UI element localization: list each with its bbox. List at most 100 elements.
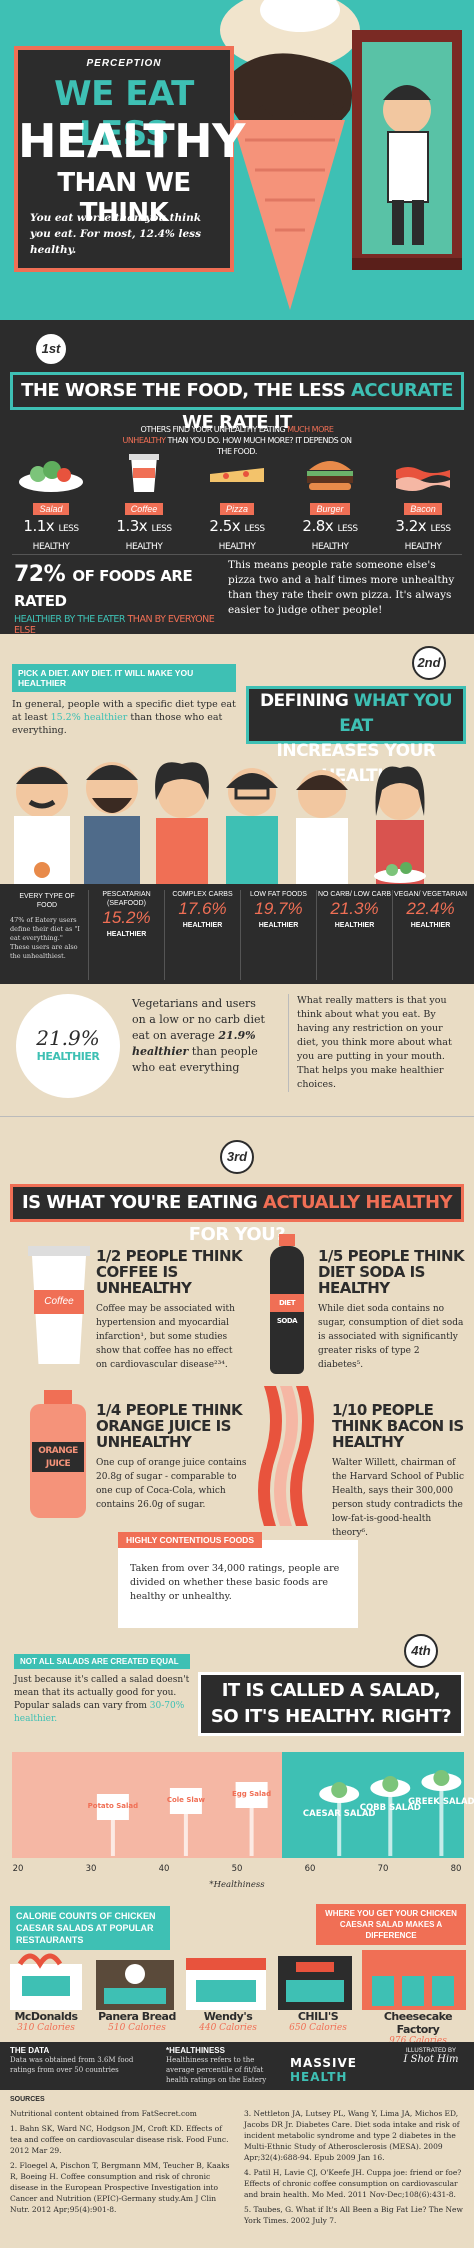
ratio-label: LESS HEALTHY <box>404 524 451 552</box>
food-tag-pizza: Pizza <box>219 503 254 515</box>
salad-text-b: 30-70% healthier. <box>14 1701 185 1724</box>
salad-bar-stem <box>337 1798 342 1856</box>
frac: 1/2 <box>96 1247 121 1265</box>
data-text: Data was obtained from 3.6M food ratings… <box>10 2056 134 2074</box>
food-ratio-burger: 2.8x LESS HEALTHY <box>287 517 373 553</box>
section-3-badge: 3rd <box>220 1140 254 1174</box>
person-icon <box>14 766 70 884</box>
circle-text-c: than people who eat everything <box>132 1045 258 1074</box>
wendys-building-icon <box>186 1958 266 2010</box>
diet-soda-graphic: DIET SODA <box>264 1234 310 1374</box>
section-1-heading-b: ACCURATE <box>350 380 453 401</box>
brand-a: MASSIVE <box>290 2056 357 2070</box>
title: PEOPLE THINK DIET SODA IS HEALTHY <box>318 1247 465 1297</box>
diet-kicker-title: PICK A DIET. ANY DIET. IT WILL MAKE YOU … <box>12 664 236 692</box>
healthier-circle: 21.9% HEALTHIER <box>16 994 120 1098</box>
item-soda-title: 1/5 PEOPLE THINK DIET SODA IS HEALTHY <box>318 1248 466 1296</box>
diet-cell-vegan: VEGAN/ VEGETARIAN 22.4% HEALTHIER <box>392 890 468 980</box>
restaurant-right-note: WHERE YOU GET YOUR CHICKEN CAESAR SALAD … <box>316 1904 466 1945</box>
food-ratio-bacon: 3.2x LESS HEALTHY <box>380 517 466 553</box>
rest-name: Wendy's <box>203 2010 253 2023</box>
health-text: Healthiness refers to the average percen… <box>166 2056 267 2084</box>
hero-title-line2: HEALTHY <box>18 114 245 168</box>
food-tag-bacon: Bacon <box>404 503 442 515</box>
food-burger: Burger 2.8x LESS HEALTHY <box>287 452 373 552</box>
food-pizza: Pizza 2.5x LESS HEALTHY <box>194 452 280 552</box>
salad-kicker: NOT ALL SALADS ARE CREATED EQUAL Just be… <box>14 1654 190 1726</box>
ratio-label: LESS HEALTHY <box>218 524 265 552</box>
section-1-badge: 1st <box>34 332 68 366</box>
chart-bg-healthy <box>282 1752 464 1858</box>
salad-kicker-text: Just because it's called a salad doesn't… <box>14 1674 190 1726</box>
s4-heading-line1: IT IS CALLED A SALAD, <box>221 1680 441 1701</box>
stat-big: 72% <box>14 562 66 587</box>
restaurant-buildings <box>10 1950 466 2010</box>
food-ratio-pizza: 2.5x LESS HEALTHY <box>194 517 280 553</box>
s4-heading-line2: SO IT'S HEALTHY. RIGHT? <box>210 1706 452 1727</box>
salad-chart: Potato Salad Cole Slaw Egg Salad CAESAR SAL… <box>0 1752 474 1902</box>
section-1-heading-a: THE WORSE THE FOOD, THE LESS <box>21 380 346 401</box>
item-bacon: 1/10 PEOPLE THINK BACON IS HEALTHY Walte… <box>332 1402 468 1540</box>
health-title: *HEALTHINESS <box>166 2046 225 2055</box>
diet-cell-low-fat: LOW FAT FOODS 19.7% HEALTHIER <box>240 890 316 980</box>
source-item: 1. Bahn SK, Ward NC, Hodgson JM, Croft K… <box>10 2124 229 2155</box>
salad-kicker-title: NOT ALL SALADS ARE CREATED EQUAL <box>14 1654 190 1669</box>
footer-healthiness: *HEALTHINESS Healthiness refers to the a… <box>166 2046 284 2085</box>
frac: 1/4 <box>96 1401 121 1419</box>
s2-heading-a: DEFINING <box>259 691 349 711</box>
circle-pct: 21.9% <box>36 1026 100 1050</box>
bottle-cap <box>279 1234 295 1246</box>
diet-cell-complex-carbs: COMPLEX CARBS 17.6% HEALTHIER <box>164 890 240 980</box>
diet-cell-pescatarian: PESCATARIAN (SEAFOOD) 15.2% HEALTHIER <box>88 890 164 980</box>
diet-label: HEALTHIER <box>258 922 299 929</box>
food-ratio-coffee: 1.3x LESS HEALTHY <box>101 517 187 553</box>
s3-heading-a: IS WHAT YOU'RE EATING <box>21 1192 258 1213</box>
salad-bar-cobb-salad: COBB SALAD <box>360 1776 421 1856</box>
contentious-box: HIGHLY CONTENTIOUS FOODS Taken from over… <box>118 1532 358 1628</box>
stat-line2-a: HEALTHIER BY THE EATER <box>14 614 125 625</box>
illustrator-name: I Shot Him <box>403 2054 459 2065</box>
diet-pct: 17.6% <box>178 899 227 918</box>
salad-bar-stem <box>388 1792 393 1856</box>
salad-cup-icon <box>96 1794 129 1820</box>
restaurant-wendys: Wendy's 440 Calories <box>182 2010 274 2046</box>
circle-text: Vegetarians and users on a low or no car… <box>132 996 272 1076</box>
chart-axis-caption: *Healthiness <box>209 1880 265 1890</box>
diet-right-text: What really matters is that you think ab… <box>288 994 464 1092</box>
diet-kicker-text: In general, people with a specific diet … <box>12 698 236 737</box>
stat-headline: 72% OF FOODS ARE RATED <box>14 562 218 612</box>
intro-a: OTHERS FIND YOUR UNHEALTHY EATING <box>140 425 286 434</box>
salad-cup-icon <box>235 1782 268 1808</box>
item-oj-text: One cup of orange juice contains 20.8g o… <box>96 1458 247 1510</box>
panera-building-icon <box>96 1960 174 2010</box>
diet-table <box>0 884 474 984</box>
chilis-building-icon <box>278 1956 352 2010</box>
circle-label: HEALTHIER <box>36 1050 100 1063</box>
stat-line1: OF FOODS ARE RATED <box>14 567 193 610</box>
axis-tick-label: 30 <box>85 1864 97 1874</box>
section-3-rule <box>0 1116 474 1117</box>
item-soda-text: While diet soda contains no sugar, consu… <box>318 1304 464 1370</box>
jug-cap <box>44 1390 72 1404</box>
salad-icon <box>19 461 83 492</box>
salad-bar-stem <box>110 1816 115 1856</box>
item-bacon-text: Walter Willett, chairman of the Harvard … <box>332 1458 465 1538</box>
mcdonalds-building-icon <box>10 1953 82 2010</box>
item-diet-soda: 1/5 PEOPLE THINK DIET SODA IS HEALTHY Wh… <box>318 1248 466 1372</box>
item-bacon-title: 1/10 PEOPLE THINK BACON IS HEALTHY <box>332 1402 468 1450</box>
s3-heading-c: FOR YOU? <box>188 1224 286 1245</box>
circle-text-b: 21.9% healthier <box>132 1029 256 1058</box>
diet-label: HEALTHIER <box>182 922 223 929</box>
frac: 1/5 <box>318 1247 343 1265</box>
rest-cal: 976 Calories <box>389 2036 447 2046</box>
ratio-value: 1.3x <box>116 517 148 535</box>
section-1-heading: THE WORSE THE FOOD, THE LESS ACCURATE WE… <box>10 372 464 433</box>
salad-greens-mark <box>331 1782 348 1798</box>
cheesecake-factory-building-icon <box>362 1950 466 2010</box>
rest-cal: 310 Calories <box>17 2023 75 2033</box>
salad-bar-label: Egg Salad <box>232 1790 271 1798</box>
intro-c: THAN YOU DO. HOW MUCH MORE? IT DEPENDS O… <box>167 436 352 456</box>
salad-bar-egg-salad: Egg Salad <box>232 1782 271 1856</box>
rest-cal: 440 Calories <box>199 2023 257 2033</box>
sources-left: Nutritional content obtained from FatSec… <box>10 2108 230 2215</box>
